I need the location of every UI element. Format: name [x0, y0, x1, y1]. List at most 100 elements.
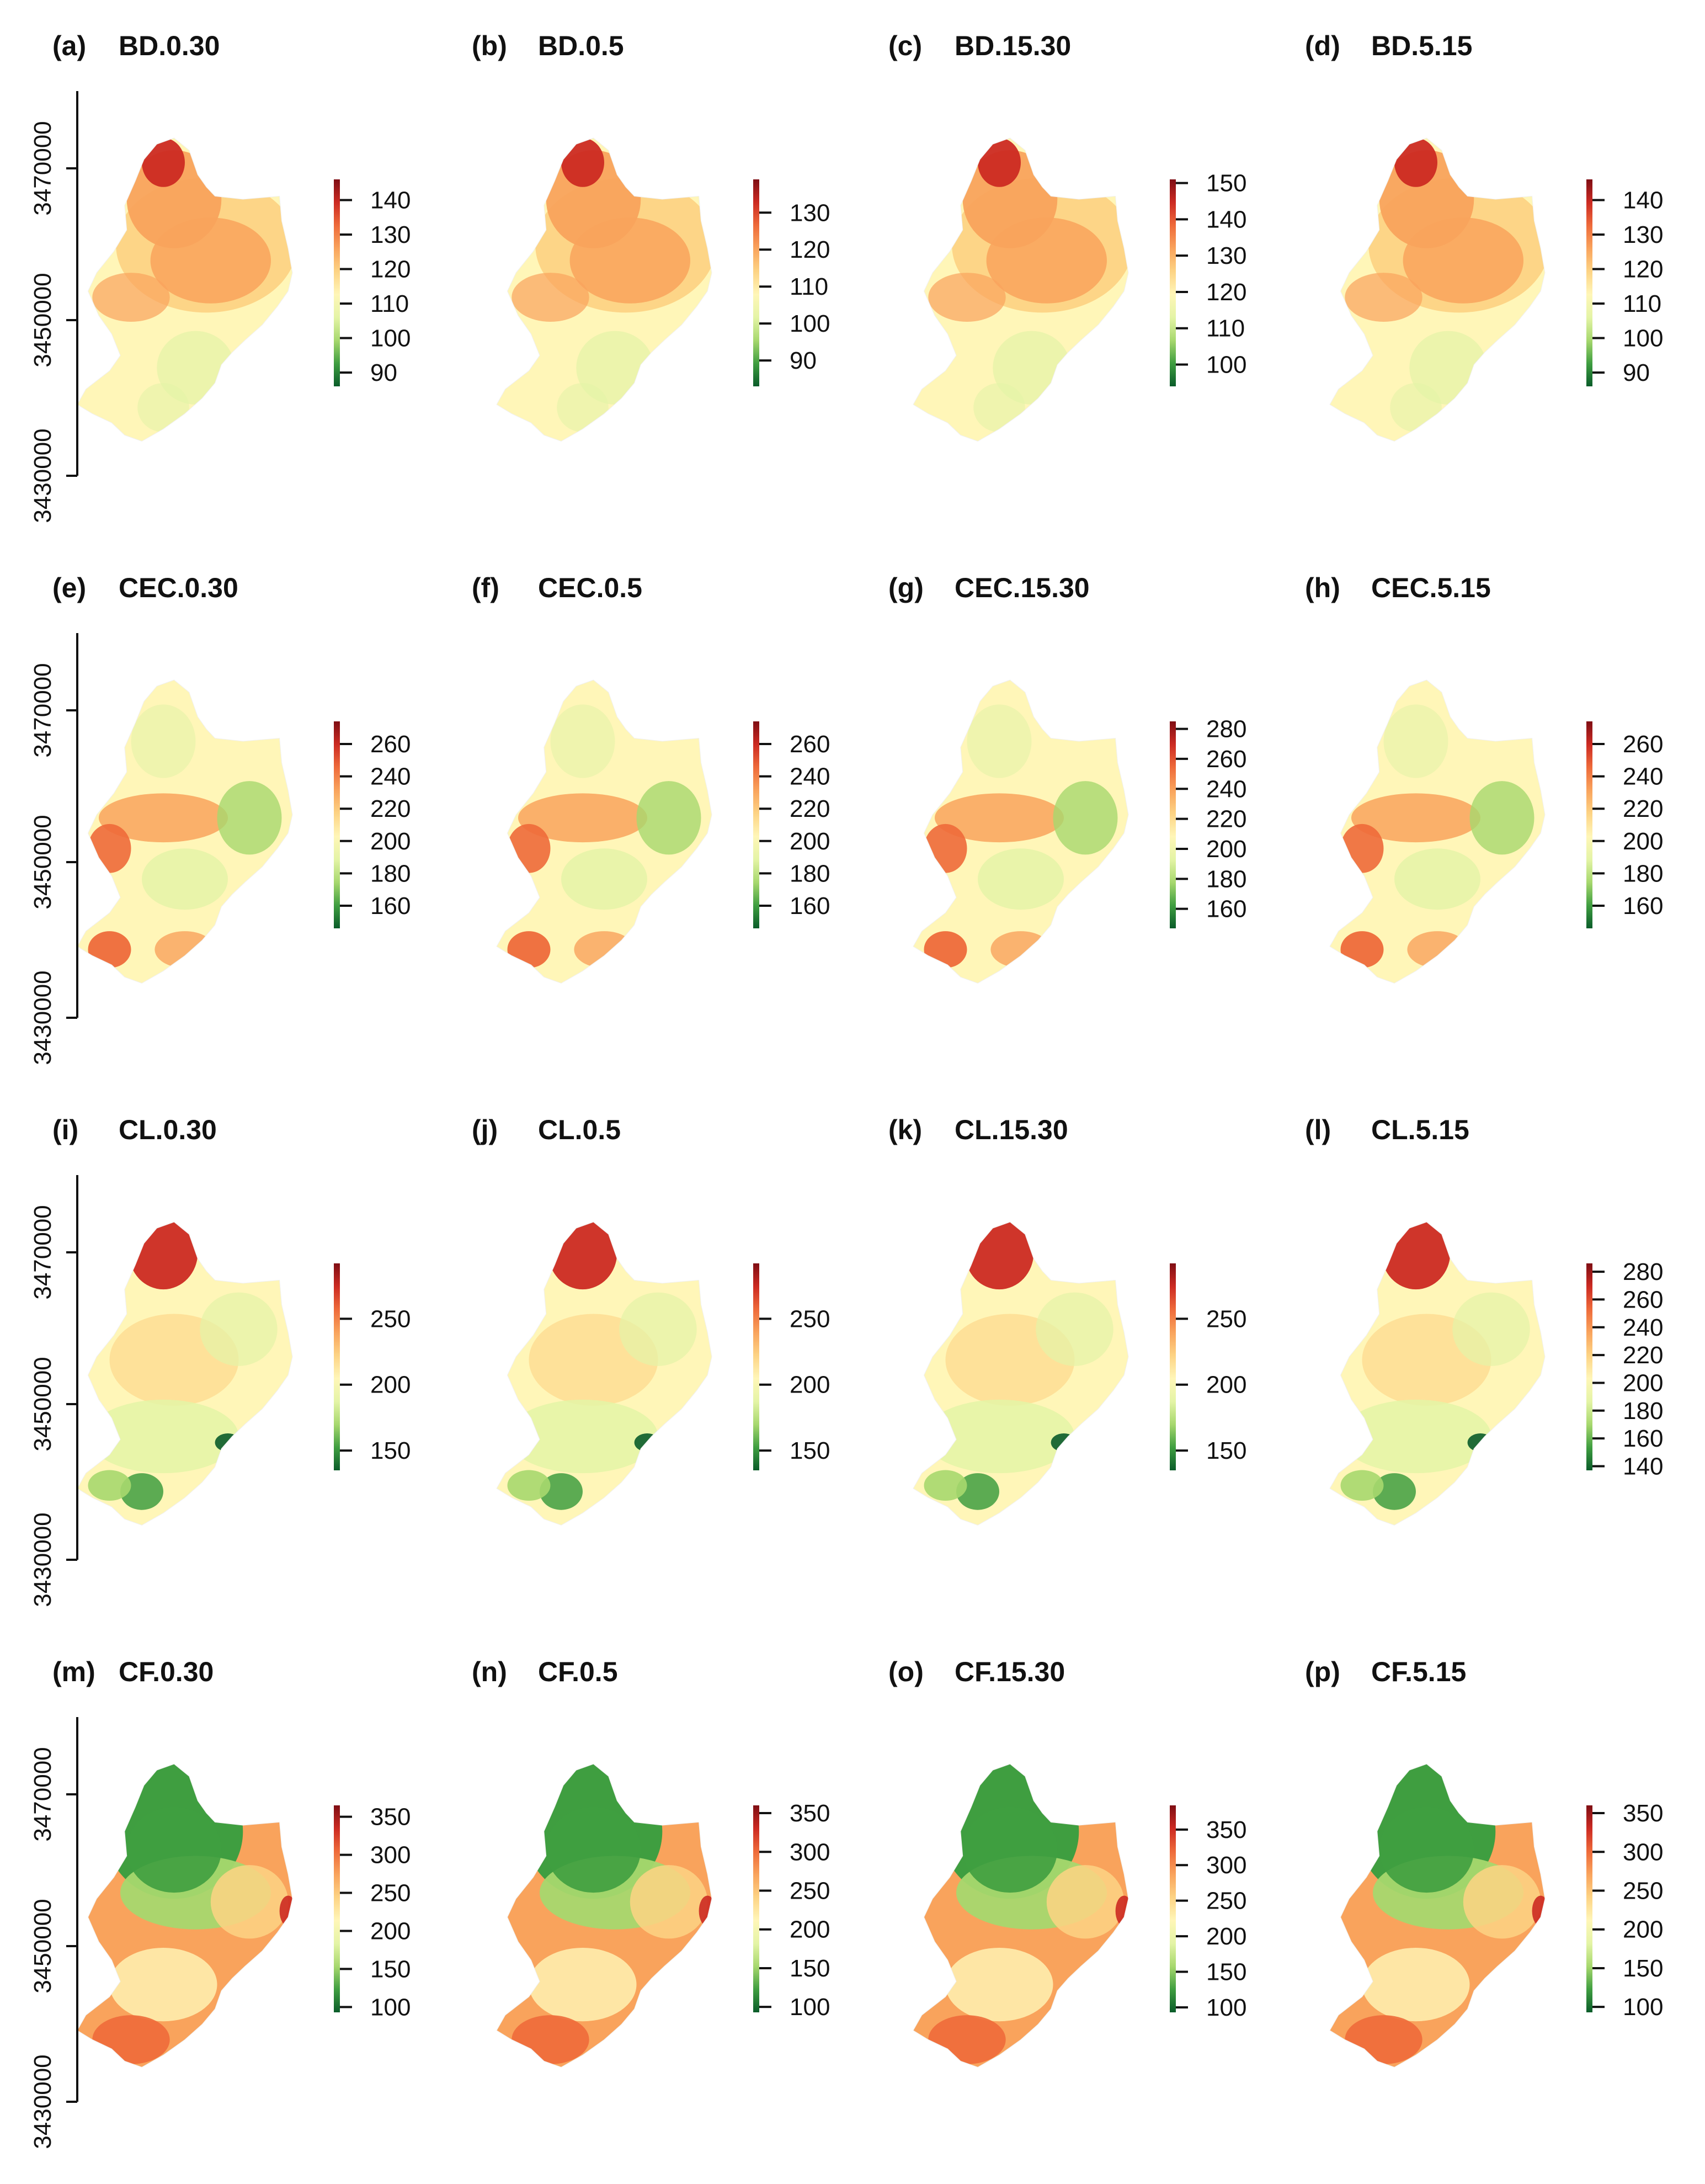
- colorbar: 160 180 200 220 240 260: [1586, 721, 1663, 928]
- colorbar-tick-label: 160: [790, 892, 830, 920]
- panel-title: CL.0.5: [538, 1114, 621, 1145]
- colorbar-tick-label: 350: [370, 1804, 411, 1831]
- colorbar-tick-label: 100: [370, 1994, 411, 2021]
- colorbar-ramp: [334, 1805, 340, 2012]
- watershed-outline: [1329, 1221, 1546, 1526]
- panel-tag: (a): [52, 30, 86, 61]
- raster-patch: [137, 383, 189, 432]
- panel-tag: (g): [888, 572, 924, 603]
- watershed-outline: [1329, 1763, 1546, 2068]
- colorbar-tick-label: 110: [1623, 290, 1661, 317]
- raster-patch: [507, 931, 551, 968]
- panel-tag: (d): [1305, 30, 1340, 61]
- y-tick-label: 3450000: [29, 815, 56, 909]
- colorbar-tick-label: 200: [790, 1916, 830, 1943]
- colorbar-tick-label: 260: [790, 731, 830, 758]
- raster-map: [497, 1764, 712, 2068]
- colorbar-tick-label: 220: [370, 795, 411, 822]
- colorbar-tick-label: 300: [1623, 1838, 1663, 1866]
- colorbar-tick-label: 160: [370, 892, 411, 920]
- raster-patch: [99, 793, 228, 843]
- raster-patch: [1340, 1470, 1384, 1501]
- colorbar-tick-label: 200: [370, 1917, 411, 1944]
- colorbar-ramp: [753, 179, 759, 386]
- colorbar-tick-label: 180: [370, 860, 411, 887]
- panel: (p) CF.5.15 100 150 200 250 300 350: [1305, 1656, 1663, 2068]
- raster-map: [1330, 1222, 1545, 1526]
- raster-patch: [131, 704, 196, 778]
- colorbar: 100 150 200 250 300 350: [753, 1800, 830, 2021]
- raster-map: [913, 1764, 1128, 2068]
- colorbar-ramp: [1586, 179, 1592, 386]
- colorbar-tick-label: 250: [1206, 1888, 1246, 1915]
- raster-patch: [935, 793, 1064, 843]
- raster-patch: [924, 931, 967, 968]
- raster-map: [1330, 138, 1545, 442]
- colorbar: 90 100 110 120 130 140: [1586, 179, 1663, 386]
- colorbar: 150 200 250: [334, 1263, 411, 1470]
- colorbar-tick-label: 150: [1206, 1959, 1246, 1986]
- colorbar-ramp: [753, 1805, 759, 2012]
- colorbar-tick-label: 200: [1206, 836, 1246, 863]
- raster-patch: [548, 1222, 617, 1290]
- panel-title: CEC.0.5: [538, 572, 642, 603]
- colorbar-ramp: [753, 1263, 759, 1470]
- raster-patch: [1340, 931, 1384, 968]
- colorbar-tick-label: 180: [1623, 1397, 1663, 1425]
- raster-map: [497, 1222, 712, 1526]
- colorbar-tick-label: 250: [790, 1877, 830, 1904]
- raster-patch: [88, 1399, 239, 1474]
- colorbar-tick-label: 250: [1623, 1877, 1663, 1904]
- colorbar-tick-label: 130: [370, 221, 411, 248]
- panel-title: BD.5.15: [1371, 30, 1472, 61]
- watershed-outline: [77, 137, 293, 442]
- colorbar-tick-label: 350: [1206, 1816, 1246, 1843]
- colorbar-tick-label: 250: [370, 1880, 411, 1907]
- panel-tag: (m): [52, 1656, 95, 1687]
- panel: (m) CF.0.30 3430000 3450000 3470000 100 150 200…: [29, 1656, 411, 2149]
- raster-patch: [962, 1806, 1058, 1893]
- colorbar-tick-label: 200: [1623, 1369, 1663, 1396]
- colorbar-tick-label: 100: [1206, 1994, 1246, 2021]
- colorbar-tick-label: 200: [1623, 828, 1663, 855]
- y-tick-label: 3470000: [29, 1747, 56, 1841]
- raster-patch: [978, 848, 1064, 910]
- raster-patch: [1407, 931, 1468, 968]
- colorbar: 90 100 110 120 130: [753, 179, 830, 386]
- colorbar-tick-label: 260: [1623, 731, 1663, 758]
- colorbar-tick-label: 120: [1623, 256, 1663, 283]
- colorbar-tick-label: 240: [790, 763, 830, 790]
- y-tick-label: 3450000: [29, 1899, 56, 1993]
- raster-patch: [1345, 273, 1422, 322]
- colorbar-tick-label: 90: [370, 359, 397, 386]
- panel: (e) CEC.0.30 3430000 3450000 3470000 160 180 20…: [29, 572, 411, 1065]
- colorbar-tick-label: 180: [790, 860, 830, 887]
- raster-patch: [507, 1470, 551, 1501]
- watershed-outline: [1329, 137, 1546, 442]
- y-tick-label: 3430000: [29, 428, 56, 523]
- watershed-outline: [496, 679, 712, 984]
- raster-patch: [1036, 1292, 1113, 1366]
- colorbar-tick-label: 250: [1206, 1305, 1246, 1332]
- panel-tag: (e): [52, 572, 86, 603]
- panel: (j) CL.0.5 150 200 250: [472, 1114, 830, 1526]
- watershed-outline: [77, 1763, 293, 2068]
- colorbar-ramp: [1586, 721, 1592, 928]
- raster-patch: [619, 1292, 697, 1366]
- watershed-outline: [496, 1763, 712, 2068]
- raster-patch: [1383, 704, 1448, 778]
- raster-patch: [142, 848, 228, 910]
- raster-patch: [507, 1399, 658, 1474]
- colorbar-tick-label: 200: [790, 1372, 830, 1399]
- colorbar: 150 200 250: [753, 1263, 830, 1470]
- watershed-outline: [1329, 679, 1546, 984]
- raster-patch: [1051, 1433, 1077, 1452]
- colorbar-tick-label: 150: [790, 1437, 830, 1464]
- colorbar-tick-label: 120: [370, 256, 411, 283]
- panel: (k) CL.15.30 150 200 250: [888, 1114, 1246, 1526]
- colorbar-ramp: [1170, 1263, 1176, 1470]
- colorbar: 100 150 200 250 300 350: [1170, 1805, 1246, 2021]
- colorbar-tick-label: 130: [1206, 242, 1246, 269]
- raster-patch: [150, 217, 271, 304]
- colorbar-tick-label: 140: [370, 187, 411, 214]
